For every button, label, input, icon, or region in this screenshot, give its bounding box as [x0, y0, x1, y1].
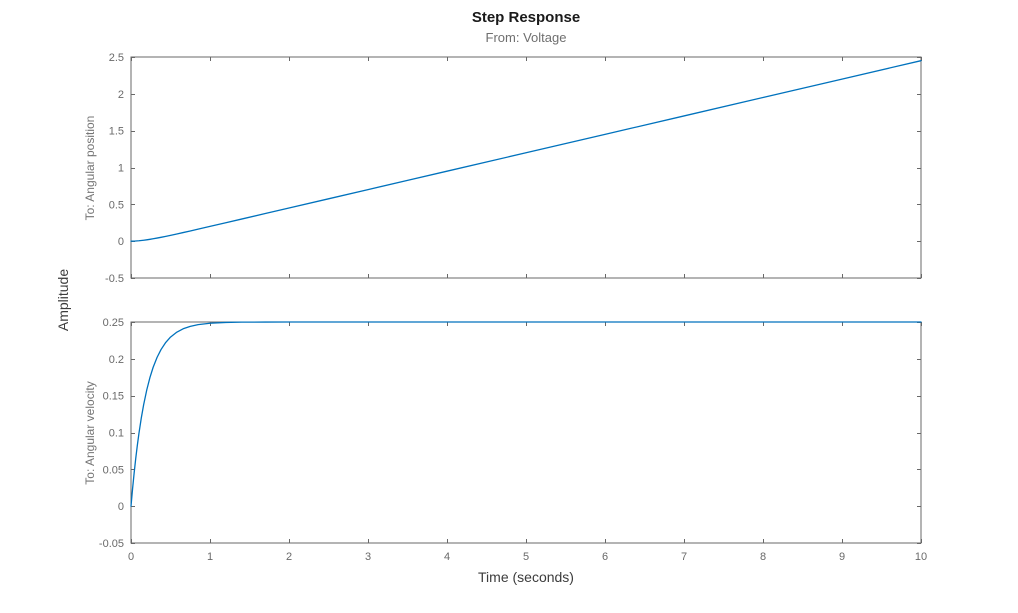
x-tick-label: 9 — [839, 551, 845, 563]
subplot-angular-position[interactable]: -0.5 0 0.5 1 1.5 2 2.5 — [105, 52, 922, 285]
y-tick-label: 2.5 — [109, 52, 124, 64]
x-tick-label: 1 — [207, 551, 213, 563]
y-tick-label: 0.15 — [103, 391, 124, 403]
y-tick-label: 0.25 — [103, 317, 124, 329]
x-tick-label: 5 — [523, 551, 529, 563]
y-tick-label: 0.5 — [109, 199, 124, 211]
x-tick-label: 3 — [365, 551, 371, 563]
y-tick-label: 0 — [118, 501, 124, 513]
y-tick-label: 0.1 — [109, 428, 124, 440]
angular-position-step-response-curve[interactable] — [130, 60, 922, 242]
x-tick-label: 7 — [681, 551, 687, 563]
axes-box — [130, 56, 922, 279]
x-tick-label: 4 — [444, 551, 450, 563]
chart-subtitle: From: Voltage — [485, 30, 567, 45]
x-tick-label: 0 — [128, 551, 134, 563]
y-axis-label: Amplitude — [55, 268, 71, 332]
y-tick-label: 0.05 — [103, 464, 124, 476]
subplot-angular-velocity[interactable]: 0 1 2 3 4 5 6 7 8 9 10 -0.05 0 0.05 0.1 0.15 0.2 0.25 — [99, 317, 927, 563]
axes-box — [130, 321, 922, 544]
chart-title: Step Response — [471, 9, 581, 26]
x-tick-label: 8 — [760, 551, 766, 563]
y-tick-label: 1.5 — [109, 126, 124, 138]
x-tick-label: 6 — [602, 551, 608, 563]
x-axis-label: Time (seconds) — [478, 569, 574, 585]
y-tick-label: 1 — [118, 163, 124, 175]
y-tick-label: 2 — [118, 89, 124, 101]
angular-velocity-step-response-curve[interactable] — [130, 321, 922, 507]
y-tick-label: 0.2 — [109, 354, 124, 366]
y-tick-label: -0.5 — [105, 273, 124, 285]
y-tick-label: 0 — [118, 236, 124, 248]
y-tick-label: -0.05 — [99, 538, 124, 550]
x-tick-label: 10 — [915, 551, 927, 563]
output-channel-label-angular-position: To: Angular position — [83, 115, 97, 221]
x-tick-label: 2 — [286, 551, 292, 563]
output-channel-label-angular-velocity: To: Angular velocity — [83, 381, 97, 485]
